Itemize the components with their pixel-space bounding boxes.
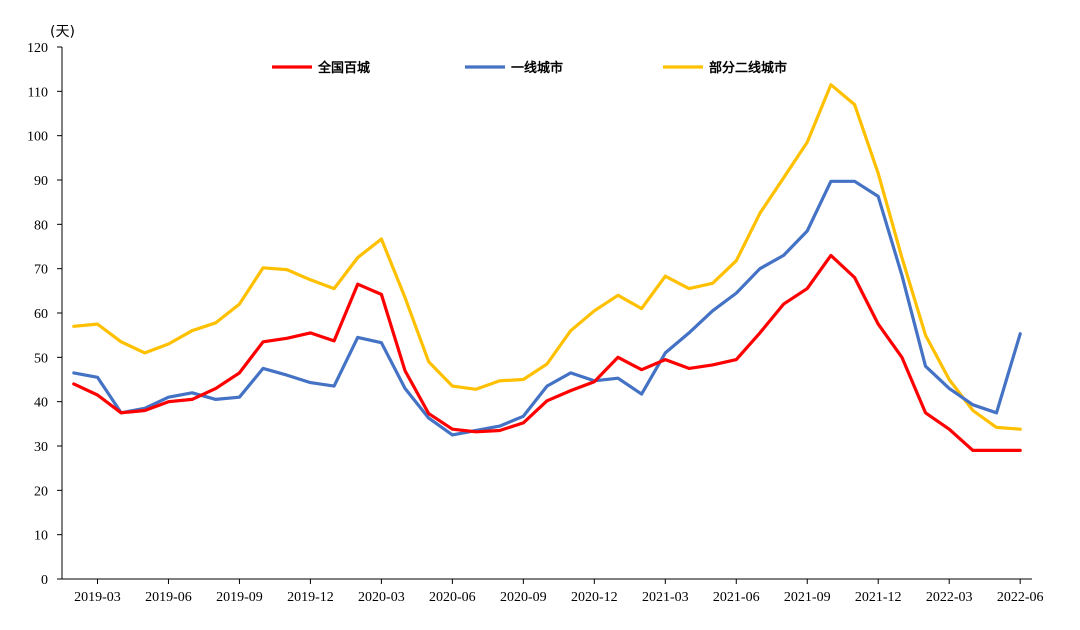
y-axis: 0 10 20 30 40 50 60 70 80 90 100 110 120(天) <box>27 24 75 588</box>
x-tick-label: 2021-06 <box>713 590 760 605</box>
legend: 全国百城 一线城市 部分二线城市 <box>272 60 787 76</box>
series-lines <box>72 83 1022 452</box>
x-tick-label: 2021-12 <box>855 590 902 605</box>
x-tick-label: 2022-06 <box>997 590 1044 605</box>
legend-label: 一线城市 <box>511 60 563 76</box>
x-axis: 2019-03 2019-06 2019-09 2019-12 2020-03 2020-… <box>62 578 1044 605</box>
y-tick-label: 90 <box>34 174 48 189</box>
y-tick-label: 80 <box>34 218 48 233</box>
x-tick-label: 2019-09 <box>216 590 263 605</box>
x-tick-label: 2021-09 <box>784 590 831 605</box>
y-tick-label: 70 <box>34 263 48 278</box>
y-tick-label: 100 <box>27 130 48 145</box>
x-tick-label: 2019-06 <box>145 590 192 605</box>
y-tick-label: 0 <box>41 573 48 588</box>
y-tick-label: 50 <box>34 351 48 366</box>
series-line-2 <box>72 179 1022 437</box>
y-tick-label: 120 <box>27 41 48 56</box>
y-tick-label: 20 <box>34 484 48 499</box>
x-tick-label: 2019-03 <box>74 590 121 605</box>
x-tick-label: 2021-03 <box>642 590 689 605</box>
x-tick-label: 2019-12 <box>287 590 334 605</box>
y-tick-label: 110 <box>28 85 48 100</box>
series-line-3 <box>72 83 1022 431</box>
x-tick-label: 2020-12 <box>571 590 618 605</box>
x-tick-label: 2022-03 <box>926 590 973 605</box>
y-tick-label: 40 <box>34 396 48 411</box>
x-tick-label: 2020-03 <box>358 590 405 605</box>
legend-label: 全国百城 <box>317 60 370 76</box>
y-tick-label: 60 <box>34 307 48 322</box>
y-tick-label: 10 <box>34 529 48 544</box>
x-tick-label: 2020-06 <box>429 590 476 605</box>
legend-label: 部分二线城市 <box>709 60 787 76</box>
y-unit-label: (天) <box>50 24 75 40</box>
series-line-1 <box>72 253 1022 452</box>
y-tick-label: 30 <box>34 440 48 455</box>
x-tick-label: 2020-09 <box>500 590 547 605</box>
